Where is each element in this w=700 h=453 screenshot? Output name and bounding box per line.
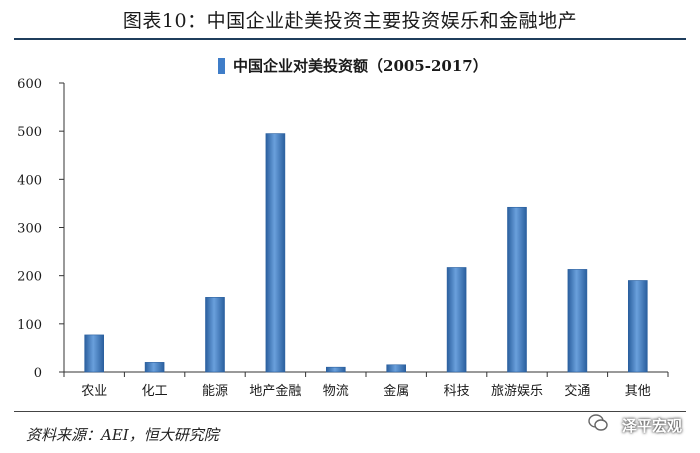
y-tick-label: 500: [17, 125, 42, 140]
bar: [265, 133, 286, 373]
y-tick-label: 400: [17, 173, 42, 188]
y-tick-label: 0: [34, 366, 42, 381]
y-tick-label: 200: [17, 270, 42, 285]
bar: [84, 334, 104, 373]
y-tick-label: 100: [17, 318, 42, 333]
watermark: 泽平宏观: [621, 417, 682, 435]
y-tick-labels: 0 100 200 300 400 500 600: [17, 77, 42, 381]
title-rule: [14, 38, 686, 40]
x-tick-label: 物流: [323, 384, 349, 399]
legend: 中国企业对美投资额（2005-2017）: [218, 57, 488, 75]
bar: [325, 366, 346, 373]
bars: [84, 133, 648, 373]
bar: [627, 280, 648, 373]
x-tick-label: 金属: [383, 383, 409, 399]
bar: [144, 362, 165, 373]
axes: [59, 82, 669, 377]
x-tick-label: 旅游娱乐: [491, 384, 543, 399]
x-tick-label: 农业: [81, 384, 107, 399]
y-tick-label: 600: [17, 77, 42, 92]
x-tick-label: 能源: [202, 384, 228, 399]
bar-chart: 中国企业对美投资额（2005-2017） 农业 化工 能源 地产金融 物流 金属 科技 旅游娱…: [17, 57, 669, 399]
bottom-rule: [14, 411, 686, 412]
legend-swatch: [218, 58, 225, 74]
bar: [507, 206, 527, 373]
x-tick-label: 其他: [625, 384, 651, 399]
wechat-icon: [588, 414, 608, 431]
x-tick-label: 地产金融: [249, 383, 301, 399]
bar: [446, 267, 467, 373]
x-tick-label: 化工: [142, 384, 168, 399]
x-tick-labels: 农业 化工 能源 地产金融 物流 金属 科技 旅游娱乐 交通 其他: [81, 383, 651, 399]
x-tick-label: 交通: [564, 383, 590, 399]
x-tick-label: 科技: [444, 384, 470, 399]
legend-label: 中国企业对美投资额（2005-2017）: [233, 57, 488, 75]
bar: [567, 269, 588, 373]
y-tick-label: 300: [17, 222, 42, 237]
bar: [205, 297, 225, 373]
source-note: 资料来源：AEI，恒大研究院: [26, 426, 219, 444]
bar: [386, 364, 407, 373]
figure-title: 图表10：中国企业赴美投资主要投资娱乐和金融地产: [122, 10, 578, 32]
